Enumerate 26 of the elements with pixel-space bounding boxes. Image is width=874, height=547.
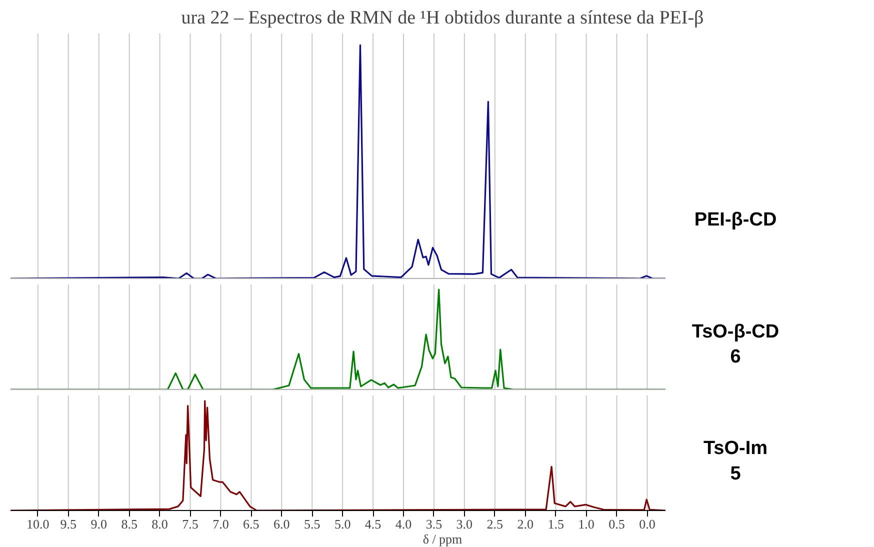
series-label: TsO-β-CD 6 bbox=[692, 321, 780, 368]
x-axis-title: δ / ppm bbox=[422, 532, 462, 546]
x-tick-label: 3.0 bbox=[456, 516, 473, 532]
x-tick-label: 1.0 bbox=[578, 516, 594, 532]
x-tick-label: 4.0 bbox=[395, 516, 412, 532]
x-tick-label: 5.5 bbox=[304, 516, 320, 532]
x-tick-label: 9.0 bbox=[90, 516, 107, 532]
text: TsO-Im 5 bbox=[703, 438, 768, 484]
x-tick-label: 9.5 bbox=[60, 516, 77, 532]
chart-title: ura 22 – Espectros de RMN de ¹H obtidos durante a síntese da PEI-β bbox=[181, 8, 704, 28]
x-tick-label: 2.0 bbox=[517, 516, 534, 532]
x-tick-label: 1.5 bbox=[548, 516, 564, 532]
x-tick-label: 8.5 bbox=[121, 516, 138, 532]
x-tick-label: 6.0 bbox=[274, 516, 290, 532]
x-tick-label: 7.0 bbox=[212, 516, 229, 532]
x-tick-label: 0.0 bbox=[639, 516, 656, 532]
x-tick-label: 7.5 bbox=[182, 516, 198, 532]
x-tick-label: 3.5 bbox=[426, 516, 442, 532]
text: PEI-β-CD bbox=[694, 210, 777, 231]
x-tick-label: 4.5 bbox=[364, 516, 382, 532]
x-tick-label: 8.0 bbox=[152, 516, 168, 532]
x-tick-label: 0.5 bbox=[608, 516, 625, 532]
x-tick-label: 10.0 bbox=[26, 516, 50, 532]
x-tick-label: 2.5 bbox=[486, 516, 504, 532]
x-tick-label: 6.5 bbox=[243, 516, 260, 532]
x-tick-label: 5.0 bbox=[334, 516, 351, 532]
